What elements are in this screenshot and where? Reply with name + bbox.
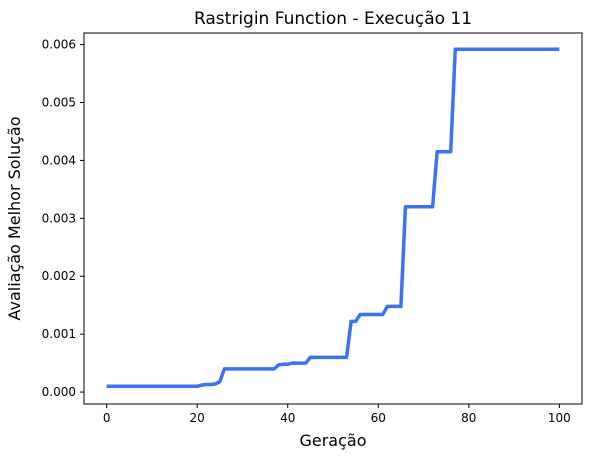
y-tick-label: 0.003 bbox=[42, 211, 76, 225]
y-axis-ticks: 0.000 0.001 0.002 0.003 0.004 0.005 0.006 bbox=[42, 38, 84, 399]
x-tick-label: 40 bbox=[280, 411, 295, 425]
x-tick-label: 60 bbox=[371, 411, 386, 425]
chart-title: Rastrigin Function - Execução 11 bbox=[194, 9, 472, 29]
x-axis-title: Geração bbox=[299, 431, 366, 450]
x-tick-label: 100 bbox=[548, 411, 571, 425]
plot-frame bbox=[83, 32, 583, 405]
y-tick-label: 0.002 bbox=[42, 269, 76, 283]
y-tick-label: 0.005 bbox=[42, 95, 76, 109]
y-tick-label: 0.006 bbox=[42, 38, 76, 52]
series-line bbox=[106, 47, 560, 389]
x-tick-label: 0 bbox=[103, 411, 111, 425]
y-axis-title: Avaliação Melhor Solução bbox=[5, 116, 24, 320]
y-tick-label: 0.001 bbox=[42, 327, 76, 341]
y-tick-label: 0.000 bbox=[42, 385, 76, 399]
x-tick-label: 80 bbox=[461, 411, 476, 425]
y-tick-label: 0.004 bbox=[42, 153, 76, 167]
x-tick-label: 20 bbox=[190, 411, 205, 425]
series-layer bbox=[106, 47, 560, 389]
x-axis-ticks: 0 20 40 60 80 100 bbox=[103, 404, 571, 425]
